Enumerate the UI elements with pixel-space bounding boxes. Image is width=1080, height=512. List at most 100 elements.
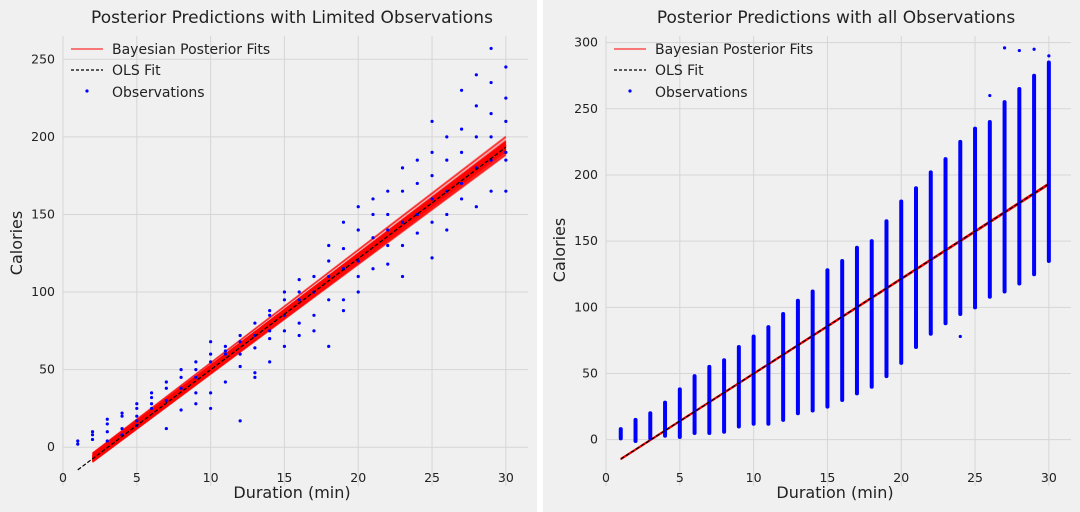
observation-point [459, 197, 464, 201]
observation-point [371, 236, 375, 240]
observation-point [400, 274, 405, 279]
observation-point [253, 321, 257, 325]
observation-point [474, 135, 478, 139]
observation-point [356, 228, 360, 232]
ols-fit-line [77, 146, 507, 471]
x-tick-label: 15 [819, 470, 835, 485]
observation-point [149, 395, 154, 400]
observation-point [90, 430, 95, 434]
legend-label-posterior: Bayesian Posterior Fits [655, 42, 813, 58]
observation-point [209, 340, 213, 344]
observation-point [253, 346, 257, 350]
observation-point [238, 364, 242, 369]
observation-point [297, 333, 301, 338]
y-tick-label: 150 [574, 233, 598, 248]
observation-point [164, 380, 168, 384]
observation-point [297, 321, 301, 325]
observation-point [430, 119, 434, 123]
observation-point [90, 437, 95, 442]
chart-panel-all: Posterior Predictions with all Observati… [543, 0, 1080, 512]
legend-swatch-observations [85, 89, 89, 93]
observation-point [105, 430, 109, 434]
observation-point [341, 309, 346, 313]
observation-point [135, 419, 139, 423]
observation-point [474, 104, 478, 108]
observation-point [149, 406, 154, 411]
y-axis-label: Calories [7, 211, 26, 275]
observation-point [356, 205, 360, 209]
observation-point [149, 402, 154, 406]
observation-point [297, 278, 301, 282]
chart-all-observations: Posterior Predictions with all Observati… [550, 8, 1071, 502]
observation-point [459, 150, 464, 154]
observation-point [415, 158, 419, 162]
observation-point [164, 399, 168, 403]
observation-point [400, 243, 405, 248]
observation-point [400, 220, 405, 224]
observation-point [327, 298, 331, 302]
observation-point [459, 127, 464, 131]
observation-point [504, 65, 508, 69]
observation-point [179, 368, 183, 372]
observation-point [341, 298, 346, 302]
observation-point [445, 228, 449, 232]
observation-point [194, 402, 198, 406]
observation-point [356, 259, 360, 263]
observation-point [76, 439, 80, 443]
y-tick-label: 300 [574, 35, 598, 50]
observation-point [430, 150, 434, 154]
observation-point [489, 80, 493, 85]
legend: Bayesian Posterior Fits OLS Fit Observat… [614, 42, 813, 101]
posterior-fit-line [92, 154, 507, 463]
observation-point [445, 212, 449, 217]
legend-label-ols: OLS Fit [655, 63, 704, 79]
observation-point [223, 352, 227, 356]
y-axis-label: Calories [550, 218, 569, 282]
observation-point [105, 417, 109, 421]
observation-point [504, 150, 508, 154]
observation-point [268, 360, 272, 364]
observation-point [253, 375, 257, 379]
observation-point [312, 329, 316, 333]
observation-point [238, 333, 242, 338]
observation-point [312, 274, 316, 279]
observation-point [105, 439, 109, 443]
observation-point [1047, 250, 1051, 254]
observation-point [327, 344, 331, 348]
observation-point [415, 231, 419, 235]
observation-point [297, 298, 301, 302]
observation-point [135, 406, 139, 411]
posterior-fit-line [92, 137, 507, 454]
observation-point [386, 189, 390, 193]
observation-point [268, 329, 272, 333]
observation-point [194, 360, 198, 364]
legend-label-ols: OLS Fit [112, 63, 161, 79]
x-axis-label: Duration (min) [233, 483, 350, 502]
observation-point [76, 442, 80, 446]
observation-point [179, 408, 183, 412]
observation-point [504, 96, 508, 100]
y-tick-label: 250 [31, 51, 55, 66]
x-tick-label: 30 [1041, 470, 1057, 485]
y-tick-label: 50 [39, 362, 55, 377]
observation-point [430, 174, 434, 178]
x-tick-label: 20 [893, 470, 909, 485]
observation-point [341, 220, 346, 224]
observation-point [327, 259, 331, 263]
observation-point [282, 298, 287, 302]
observation-point [120, 414, 124, 418]
observation-point [105, 422, 109, 426]
observation-point [973, 133, 977, 137]
chart-title: Posterior Predictions with Limited Obser… [91, 8, 493, 28]
observation-point [223, 344, 227, 348]
observation-point [489, 189, 493, 193]
observation-point [1047, 54, 1051, 58]
observation-point [179, 386, 183, 390]
x-tick-label: 10 [746, 470, 762, 485]
observation-point [194, 391, 198, 395]
x-tick-label: 10 [203, 470, 219, 485]
observation-point [341, 246, 346, 251]
legend-swatch-observations [628, 89, 632, 93]
y-tick-label: 200 [31, 129, 55, 144]
